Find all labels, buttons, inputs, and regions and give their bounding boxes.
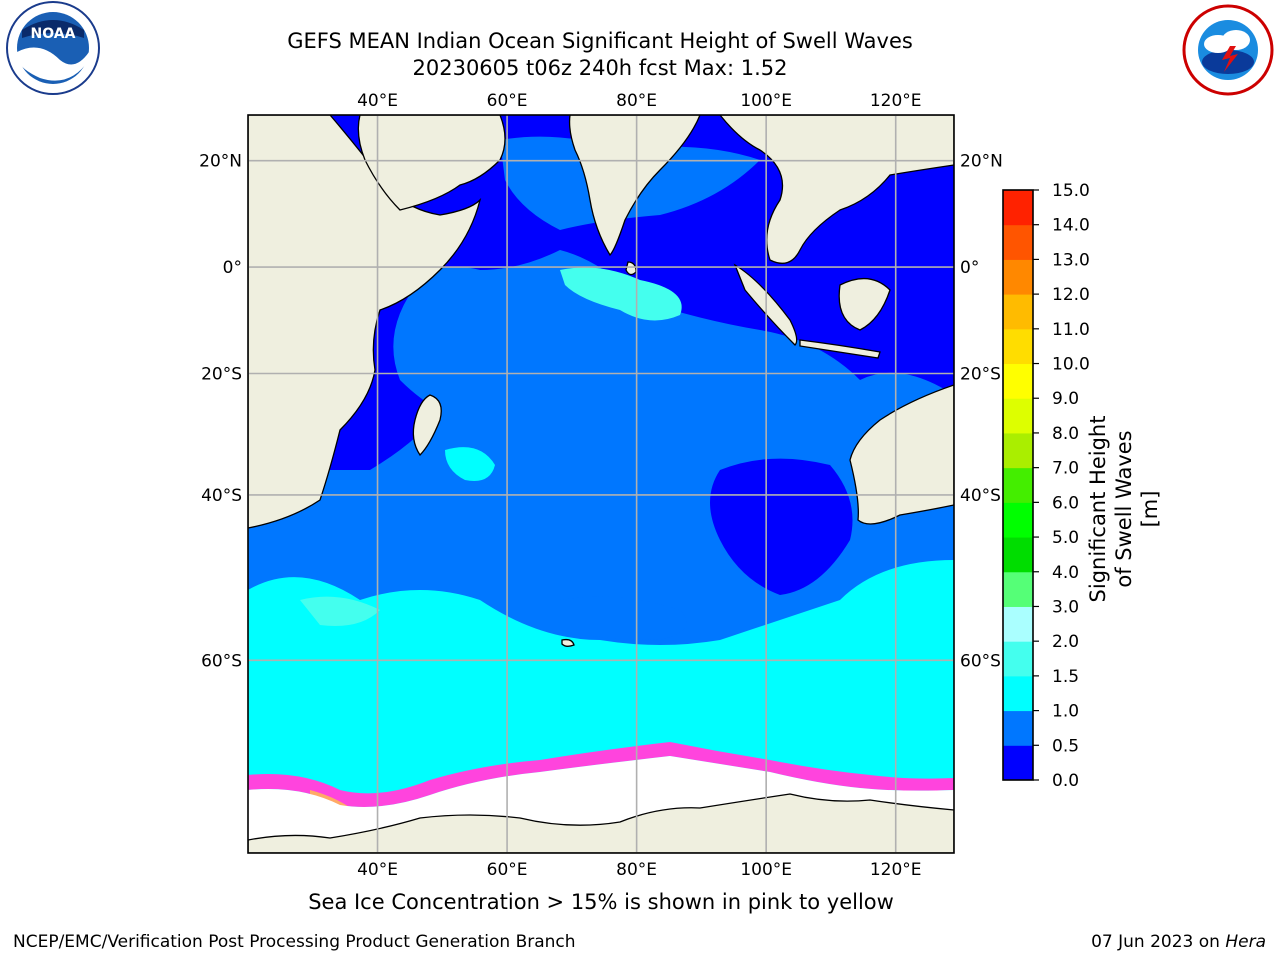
lon-tick-bottom: 120°E bbox=[870, 860, 922, 880]
colorbar-segment bbox=[1003, 294, 1033, 330]
chart-title-line2: 20230605 t06z 240h fcst Max: 1.52 bbox=[412, 56, 788, 80]
colorbar-segment bbox=[1003, 363, 1033, 399]
colorbar-segment bbox=[1003, 606, 1033, 642]
lon-tick-bottom: 80°E bbox=[616, 860, 657, 880]
colorbar-segment bbox=[1003, 467, 1033, 503]
colorbar-label: 0.5 bbox=[1052, 736, 1079, 756]
map-field bbox=[248, 115, 954, 853]
colorbar-frame bbox=[1002, 189, 1034, 781]
footer-date-text: 07 Jun 2023 on bbox=[1091, 932, 1226, 952]
colorbar-label: 4.0 bbox=[1052, 563, 1079, 583]
lon-tick-top: 100°E bbox=[740, 91, 792, 111]
colorbar-label: 10.0 bbox=[1052, 355, 1090, 375]
colorbar-title: Significant Height of Swell Waves [m] bbox=[1085, 409, 1163, 609]
colorbar-segment bbox=[1003, 502, 1033, 538]
colorbar-segment bbox=[1003, 259, 1033, 295]
lon-tick-bottom: 60°E bbox=[487, 860, 528, 880]
india bbox=[568, 115, 701, 257]
lat-tick-right: 20°S bbox=[960, 365, 1001, 385]
colorbar-segment bbox=[1003, 432, 1033, 469]
lat-tick-right: 60°S bbox=[960, 651, 1001, 671]
colorbar-label: 8.0 bbox=[1052, 424, 1079, 444]
lat-tick-right: 20°N bbox=[960, 152, 1003, 172]
colorbar-title-text: Significant Height of Swell Waves [m] bbox=[1086, 415, 1162, 603]
colorbar-segment bbox=[1003, 190, 1033, 226]
swell-patch-equator bbox=[560, 267, 682, 321]
footer-date: 07 Jun 2023 on Hera bbox=[1091, 932, 1266, 952]
madagascar bbox=[412, 394, 442, 457]
lat-tick-left: 0° bbox=[223, 258, 242, 278]
colorbar-label: 9.0 bbox=[1052, 389, 1079, 409]
colorbar-label: 13.0 bbox=[1052, 250, 1090, 270]
colorbar-label: 12.0 bbox=[1052, 285, 1090, 305]
colorbar-label: 11.0 bbox=[1052, 320, 1090, 340]
lat-tick-left: 20°N bbox=[199, 152, 242, 172]
sea-ice-edge bbox=[248, 742, 954, 808]
sea-ice-caption: Sea Ice Concentration > 15% is shown in … bbox=[308, 890, 894, 914]
noaa-logo-text: NOAA bbox=[31, 26, 76, 42]
axis-ticks: 40°E 40°E 60°E 60°E 80°E 80°E 100°E 100°E 120°E 1… bbox=[199, 91, 1003, 880]
colorbar-segment bbox=[1003, 571, 1033, 607]
low-swell-south bbox=[710, 458, 853, 595]
lon-tick-bottom: 40°E bbox=[357, 860, 398, 880]
lat-tick-left: 40°S bbox=[201, 486, 242, 506]
kerguelen bbox=[561, 638, 575, 647]
colorbar-segment bbox=[1003, 641, 1033, 677]
antarctica bbox=[248, 793, 954, 853]
arabia bbox=[357, 115, 506, 211]
colorbar-label: 1.0 bbox=[1052, 702, 1079, 722]
colorbar-segment bbox=[1003, 745, 1033, 781]
colorbar-label: 2.0 bbox=[1052, 632, 1079, 652]
noaa-logo: NOAA bbox=[6, 1, 100, 95]
borneo bbox=[838, 278, 891, 331]
australia bbox=[849, 384, 954, 525]
land bbox=[248, 115, 954, 853]
colorbar-label: 5.0 bbox=[1052, 528, 1079, 548]
colorbar-label: 3.0 bbox=[1052, 597, 1079, 617]
colorbar-segment bbox=[1003, 537, 1033, 573]
lat-tick-left: 20°S bbox=[201, 365, 242, 385]
colorbar-segment bbox=[1003, 675, 1033, 712]
java bbox=[799, 339, 881, 359]
lon-tick-top: 40°E bbox=[357, 91, 398, 111]
colorbar-segment bbox=[1003, 710, 1033, 746]
nws-logo bbox=[1182, 4, 1274, 96]
lat-tick-right: 0° bbox=[960, 258, 979, 278]
colorbar-segment bbox=[1003, 224, 1033, 260]
footer-machine: Hera bbox=[1225, 932, 1266, 952]
lon-tick-top: 80°E bbox=[616, 91, 657, 111]
lat-tick-left: 60°S bbox=[201, 651, 242, 671]
colorbar-label: 6.0 bbox=[1052, 493, 1079, 513]
lon-tick-bottom: 100°E bbox=[740, 860, 792, 880]
colorbar: 0.0 0.5 1.0 1.5 2.0 3.0 4.0 5.0 6.0 7.0 8.0 9.0 10.0… bbox=[1002, 181, 1090, 791]
colorbar-segment bbox=[1003, 398, 1033, 434]
lat-tick-right: 40°S bbox=[960, 486, 1001, 506]
colorbar-label: 1.5 bbox=[1052, 667, 1079, 687]
lon-tick-top: 60°E bbox=[487, 91, 528, 111]
footer-credit: NCEP/EMC/Verification Post Processing Pr… bbox=[13, 932, 576, 952]
gridlines bbox=[248, 115, 954, 853]
colorbar-label: 7.0 bbox=[1052, 459, 1079, 479]
colorbar-label: 15.0 bbox=[1052, 181, 1090, 201]
lon-tick-top: 120°E bbox=[870, 91, 922, 111]
chart-title-line1: GEFS MEAN Indian Ocean Significant Heigh… bbox=[287, 29, 913, 53]
colorbar-label: 14.0 bbox=[1052, 216, 1090, 236]
colorbar-label: 0.0 bbox=[1052, 771, 1079, 791]
map-frame bbox=[247, 114, 955, 854]
colorbar-segment bbox=[1003, 328, 1033, 365]
